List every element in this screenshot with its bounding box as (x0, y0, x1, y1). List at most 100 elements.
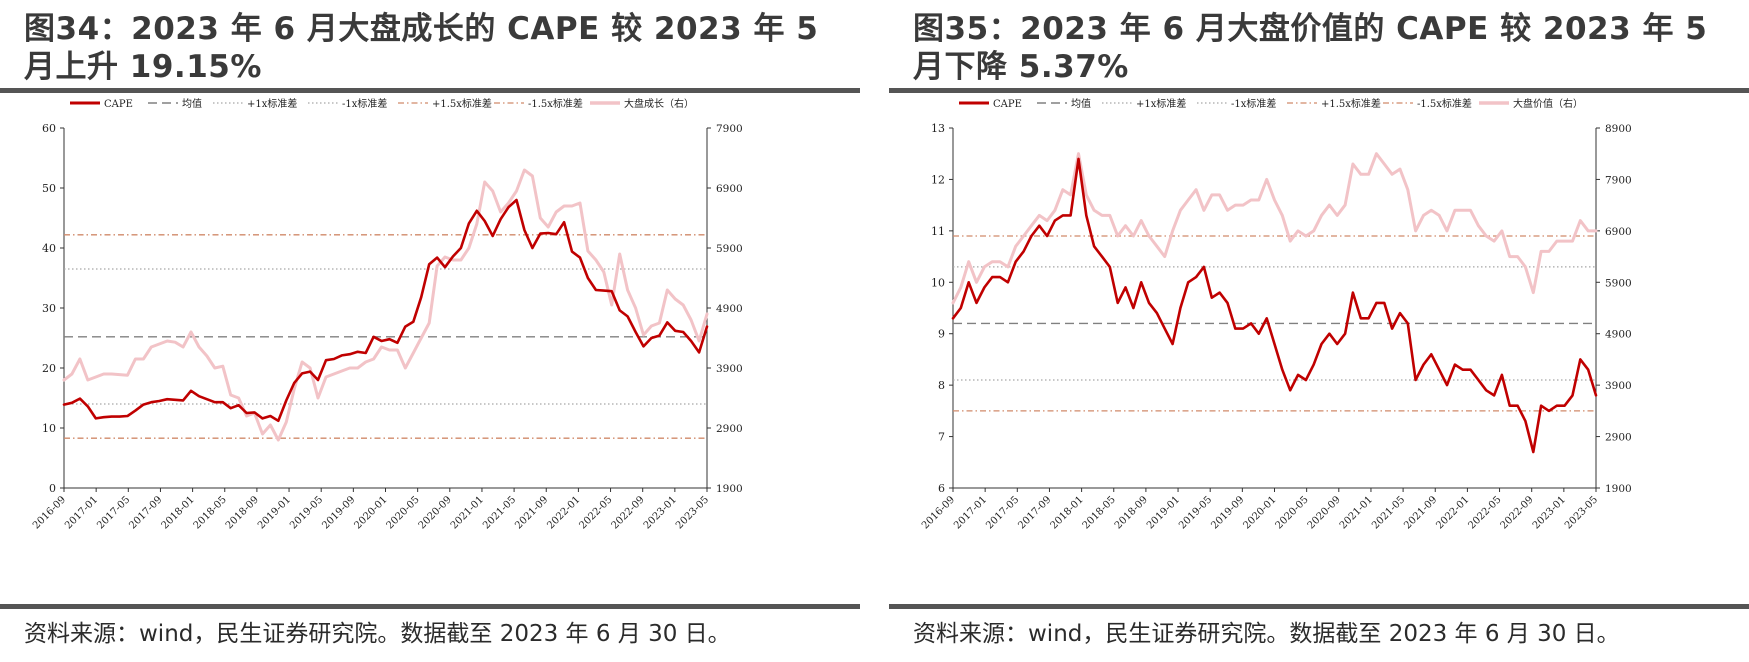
x-tick-label: 2022-09 (610, 494, 647, 531)
x-tick-label: 2020-05 (385, 494, 422, 531)
legend-label: -1x标准差 (1231, 97, 1276, 110)
right-tick-label: 3900 (716, 363, 743, 375)
legend-item-6: 大盘成长（右） (590, 97, 694, 110)
x-tick-label: 2017-09 (1016, 494, 1053, 531)
left-tick-label: 11 (931, 225, 945, 238)
left-tick-label: 6 (938, 482, 945, 495)
x-tick-label: 2017-05 (95, 494, 132, 531)
legend-label: CAPE (993, 99, 1022, 110)
legend-label: +1.5x标准差 (432, 97, 492, 110)
right-tick-label: 1900 (1605, 483, 1632, 495)
x-tick-label: 2021-05 (1370, 494, 1407, 531)
left-tick-label: 7 (938, 431, 945, 444)
left-tick-label: 0 (49, 482, 56, 495)
legend-item-2: +1x标准差 (213, 97, 297, 110)
left-tick-label: 50 (42, 182, 56, 195)
left-tick-label: 9 (938, 328, 945, 341)
x-tick-label: 2021-01 (1338, 494, 1375, 531)
legend-item-6: 大盘价值（右） (1479, 97, 1583, 110)
x-tick-label: 2022-01 (545, 494, 582, 531)
series-line-index (62, 168, 709, 442)
series-line-index (951, 152, 1598, 305)
left-tick-label: 10 (42, 422, 56, 435)
title-divider (889, 88, 1749, 93)
x-tick-label: 2022-09 (1499, 494, 1536, 531)
source-divider (0, 604, 860, 609)
right-tick-label: 7900 (716, 123, 743, 135)
legend-label: -1.5x标准差 (1417, 97, 1472, 110)
legend-item-2: +1x标准差 (1102, 97, 1186, 110)
right-tick-label: 1900 (716, 483, 743, 495)
right-tick-label: 6900 (1605, 226, 1632, 238)
legend-label: 大盘价值（右） (1513, 97, 1583, 110)
source-note: 资料来源：wind，民生证券研究院。数据截至 2023 年 6 月 30 日。 (913, 621, 1620, 647)
legend-item-5: -1.5x标准差 (1383, 97, 1472, 110)
series-line-cape (62, 198, 709, 423)
right-tick-label: 2900 (1605, 432, 1632, 444)
left-tick-label: 12 (931, 173, 945, 186)
legend-item-5: -1.5x标准差 (494, 97, 583, 110)
x-tick-label: 2020-01 (1241, 494, 1278, 531)
x-tick-label: 2018-09 (224, 494, 261, 531)
left-tick-label: 13 (931, 122, 945, 135)
legend-item-1: 均值 (1037, 97, 1091, 110)
left-tick-label: 10 (931, 276, 945, 289)
left-tick-label: 40 (42, 242, 56, 255)
x-tick-label: 2016-09 (920, 494, 957, 531)
x-tick-label: 2022-05 (1467, 494, 1504, 531)
figure-title: 图35：2023 年 6 月大盘价值的 CAPE 较 2023 年 5 月下降 … (913, 11, 1708, 85)
source-divider (889, 604, 1749, 609)
legend-item-1: 均值 (148, 97, 202, 110)
figure-title: 图34：2023 年 6 月大盘成长的 CAPE 较 2023 年 5 月上升 … (24, 11, 819, 85)
x-tick-label: 2020-09 (1306, 494, 1343, 531)
right-tick-label: 5900 (1605, 277, 1632, 289)
x-tick-label: 2018-01 (160, 494, 197, 531)
cape-line-chart-value: CAPE 均值 +1x标准差 -1x标准差 +1.5x标准差 -1.5x标准差 大盘价值（右… (920, 97, 1632, 532)
x-tick-label: 2019-01 (256, 494, 293, 531)
legend-label: -1.5x标准差 (528, 97, 583, 110)
x-tick-label: 2019-05 (288, 494, 325, 531)
left-tick-label: 60 (42, 122, 56, 135)
right-tick-label: 7900 (1605, 174, 1632, 186)
right-tick-label: 6900 (716, 183, 743, 195)
x-tick-label: 2016-09 (31, 494, 68, 531)
legend-label: +1x标准差 (1136, 97, 1186, 110)
left-tick-label: 30 (42, 302, 56, 315)
right-tick-label: 2900 (716, 423, 743, 435)
cape-line-chart-growth: CAPE 均值 +1x标准差 -1x标准差 +1.5x标准差 -1.5x标准差 大盘成长（右… (31, 97, 743, 532)
x-tick-label: 2018-05 (1081, 494, 1118, 531)
legend-item-0: CAPE (959, 99, 1022, 110)
x-tick-label: 2018-09 (1113, 494, 1150, 531)
chart-panel-value: 图35：2023 年 6 月大盘价值的 CAPE 较 2023 年 5 月下降 … (889, 0, 1749, 662)
left-tick-label: 8 (938, 379, 945, 392)
x-tick-label: 2017-09 (127, 494, 164, 531)
legend-label: 大盘成长（右） (624, 97, 694, 110)
x-tick-label: 2017-05 (984, 494, 1021, 531)
x-tick-label: 2021-05 (481, 494, 518, 531)
x-tick-label: 2020-05 (1274, 494, 1311, 531)
x-tick-label: 2017-01 (952, 494, 989, 531)
right-tick-label: 3900 (1605, 380, 1632, 392)
right-tick-label: 4900 (1605, 329, 1632, 341)
legend-label: -1x标准差 (342, 97, 387, 110)
title-divider (0, 88, 860, 93)
legend-item-3: -1x标准差 (1197, 97, 1276, 110)
x-tick-label: 2023-01 (1531, 494, 1568, 531)
legend-label: +1x标准差 (247, 97, 297, 110)
x-tick-label: 2019-09 (1209, 494, 1246, 531)
x-tick-label: 2020-01 (352, 494, 389, 531)
x-tick-label: 2017-01 (63, 494, 100, 531)
legend-label: 均值 (182, 97, 202, 110)
x-tick-label: 2020-09 (417, 494, 454, 531)
x-tick-label: 2022-01 (1434, 494, 1471, 531)
x-tick-label: 2021-01 (449, 494, 486, 531)
x-tick-label: 2021-09 (513, 494, 550, 531)
right-tick-label: 8900 (1605, 123, 1632, 135)
chart-panel-growth: 图34：2023 年 6 月大盘成长的 CAPE 较 2023 年 5 月上升 … (0, 0, 860, 662)
source-note: 资料来源：wind，民生证券研究院。数据截至 2023 年 6 月 30 日。 (24, 621, 731, 647)
x-tick-label: 2023-01 (642, 494, 679, 531)
legend-item-3: -1x标准差 (308, 97, 387, 110)
right-tick-label: 5900 (716, 243, 743, 255)
legend-label: +1.5x标准差 (1321, 97, 1381, 110)
x-tick-label: 2023-05 (674, 494, 711, 531)
